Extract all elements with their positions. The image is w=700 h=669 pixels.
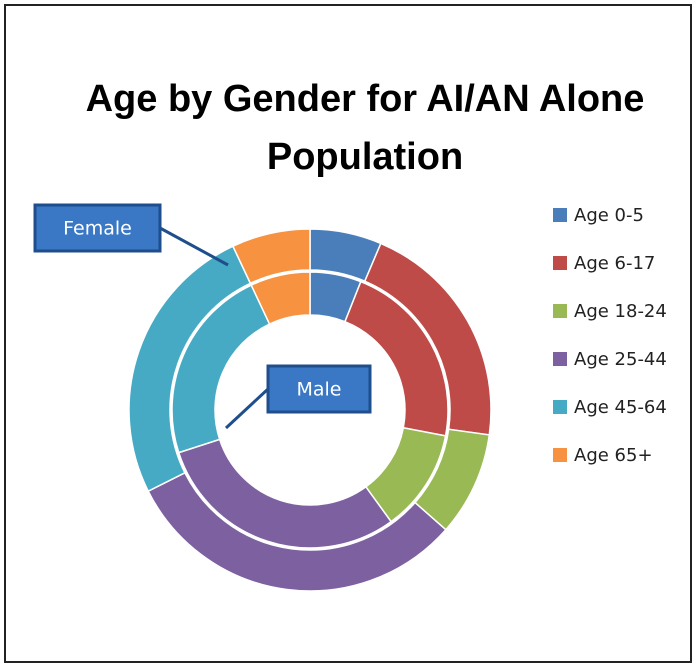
legend-swatch: [553, 400, 567, 414]
callout-box: [266, 364, 372, 414]
legend-swatch: [553, 208, 567, 222]
series-label: Male: [296, 379, 341, 401]
legend-label: Age 45-64: [574, 397, 667, 418]
callout-leader: [159, 226, 229, 267]
doughnut-segment: [231, 228, 311, 285]
legend-label: Age 25-44: [574, 349, 667, 370]
legend-label: Age 65+: [574, 445, 653, 466]
legend-label: Age 6-17: [574, 253, 655, 274]
callout-box: [33, 203, 162, 253]
series-label: Female: [63, 218, 132, 240]
legend-swatch: [553, 448, 567, 462]
legend-label: Age 0-5: [574, 205, 644, 226]
callout-leader: [224, 387, 270, 430]
legend-label: Age 18-24: [574, 301, 667, 322]
legend-swatch: [553, 304, 567, 318]
legend-swatch: [553, 256, 567, 270]
legend-swatch: [553, 352, 567, 366]
chart-frame: [4, 4, 692, 663]
chart-title: Age by Gender for AI/AN Alone Population: [85, 78, 645, 178]
doughnut-segment: [250, 271, 311, 326]
